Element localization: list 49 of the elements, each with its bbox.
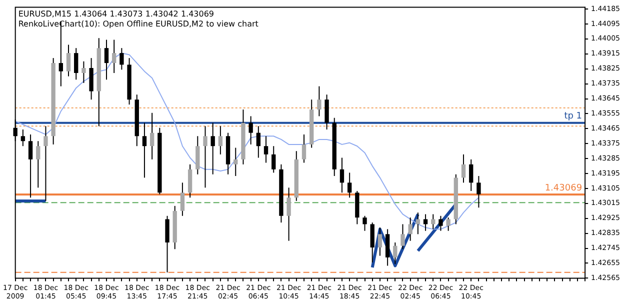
candlestick	[446, 217, 450, 232]
candlestick	[256, 126, 261, 158]
candlestick	[142, 122, 147, 178]
candlestick	[461, 154, 466, 184]
candlestick	[234, 147, 238, 177]
candlestick	[188, 164, 192, 198]
candlestick	[324, 94, 329, 130]
candlestick	[385, 228, 390, 266]
candlestick	[302, 134, 306, 164]
candlestick	[378, 227, 382, 256]
candlestick	[438, 215, 443, 232]
candlestick	[66, 44, 71, 77]
candlestick	[362, 215, 367, 232]
candlestick	[203, 126, 208, 188]
candlestick	[104, 39, 109, 80]
candlestick	[210, 122, 215, 175]
candlestick	[317, 86, 322, 117]
candlestick	[423, 214, 428, 232]
candlestick	[431, 214, 436, 230]
candlestick	[408, 217, 412, 242]
candlestick	[264, 136, 268, 164]
candlestick	[89, 58, 94, 100]
candlestick	[370, 222, 374, 263]
candlestick	[196, 136, 200, 175]
candlestick	[150, 112, 154, 160]
candlestick	[476, 176, 481, 208]
ref-line-label: 1.43069	[544, 183, 582, 194]
ref-line-label: tp 1	[564, 112, 582, 122]
candlestick	[112, 39, 116, 74]
candlestick	[248, 116, 253, 145]
candlestick	[393, 242, 398, 265]
candlestick	[400, 224, 405, 250]
candlestick	[286, 187, 291, 242]
candlestick	[20, 128, 26, 147]
candlestick	[180, 182, 185, 216]
candlestick	[28, 134, 33, 198]
candlestick	[218, 126, 223, 155]
candlestick	[347, 172, 352, 198]
candlestick	[44, 126, 48, 202]
candlestick	[36, 140, 40, 188]
candlestick	[74, 48, 78, 80]
candlestick	[82, 60, 86, 84]
candlestick	[165, 215, 170, 273]
candlestick	[340, 157, 344, 194]
candlestick	[272, 146, 276, 174]
chart-title: EURUSD,M15 1.43064 1.43073 1.43042 1.43069	[18, 9, 214, 18]
candlestick	[416, 212, 420, 235]
candlestick	[469, 158, 474, 192]
candlestick	[120, 48, 124, 70]
